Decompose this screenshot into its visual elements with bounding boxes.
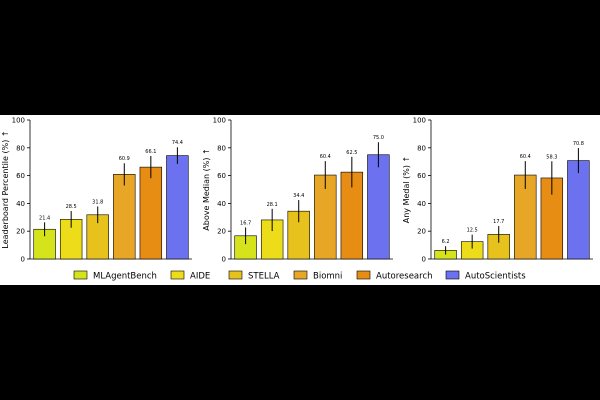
bar-autoscientists [166,155,189,260]
legend-label: Autoresearch [376,272,433,282]
y-tick-label: 20 [16,228,25,236]
legend-swatch [73,270,88,280]
chart-panel-2: 0 20 40 60 80 100 Above Median (%) ↑ 16.7 28.1 34… [202,117,393,264]
data-label: 34.4 [293,193,304,199]
y-tick-label: 40 [217,200,226,208]
data-label: 70.8 [573,141,584,147]
y-axis-label: Any Medal (%) ↑ [402,156,411,223]
data-label: 62.5 [346,150,357,156]
bar-autoresearch [139,166,163,260]
y-tick-label: 80 [417,144,426,152]
data-label: 6.2 [442,239,450,245]
y-tick-label: 0 [422,256,426,264]
legend-label: MLAgentBench [93,272,157,282]
y-tick-label: 80 [217,144,226,152]
y-tick-label: 40 [417,200,426,208]
data-label: 17.7 [493,219,504,225]
data-label: 75.0 [373,135,384,141]
y-tick-label: 100 [413,117,426,125]
legend-swatch [356,270,371,280]
legend-label: Biomni [313,272,342,282]
legend-swatch [445,270,460,280]
data-label: 58.3 [546,154,557,160]
figure: 0 20 40 60 80 100 Leaderboard Percentile (%) ↑… [0,115,600,285]
legend-label: STELLA [248,272,280,282]
data-label: 60.4 [320,154,331,160]
data-label: 60.9 [119,156,130,162]
y-tick-label: 60 [417,172,426,180]
y-tick-label: 60 [16,172,25,180]
data-label: 16.7 [240,220,251,226]
y-axis-label: Above Median (%) ↑ [202,148,211,230]
data-label: 31.8 [92,199,103,205]
y-tick-label: 100 [12,117,25,125]
y-tick-label: 0 [222,256,226,264]
data-label: 66.1 [145,149,156,155]
data-label: 28.5 [66,204,77,210]
y-tick-label: 40 [16,200,25,208]
bar-autoscientists [567,160,590,260]
legend-label: AIDE [190,272,210,282]
y-tick-label: 20 [217,228,226,236]
y-tick-label: 100 [213,117,226,125]
legend: MLAgentBench AIDE STELLA Biomni Autoresearch… [73,270,526,282]
legend-label: AutoScientists [465,272,526,282]
y-tick-label: 0 [21,256,25,264]
data-label: 28.1 [267,202,278,208]
bar-autoscientists [367,154,390,260]
legend-swatch [228,270,243,280]
legend-swatch [293,270,308,280]
y-axis-label: Leaderboard Percentile (%) ↑ [1,130,10,248]
data-label: 12.5 [467,228,478,234]
legend-swatch [170,270,185,280]
y-tick-label: 80 [16,144,25,152]
y-tick-label: 20 [417,228,426,236]
chart-panel-3: 0 20 40 60 80 100 Any Medal (%) ↑ 6.2 12.5 17.7 60… [402,117,593,264]
data-label: 60.4 [520,154,531,160]
data-label: 74.4 [172,140,183,146]
bar-biomni [113,174,136,260]
y-tick-label: 60 [217,172,226,180]
data-label: 21.4 [39,215,50,221]
